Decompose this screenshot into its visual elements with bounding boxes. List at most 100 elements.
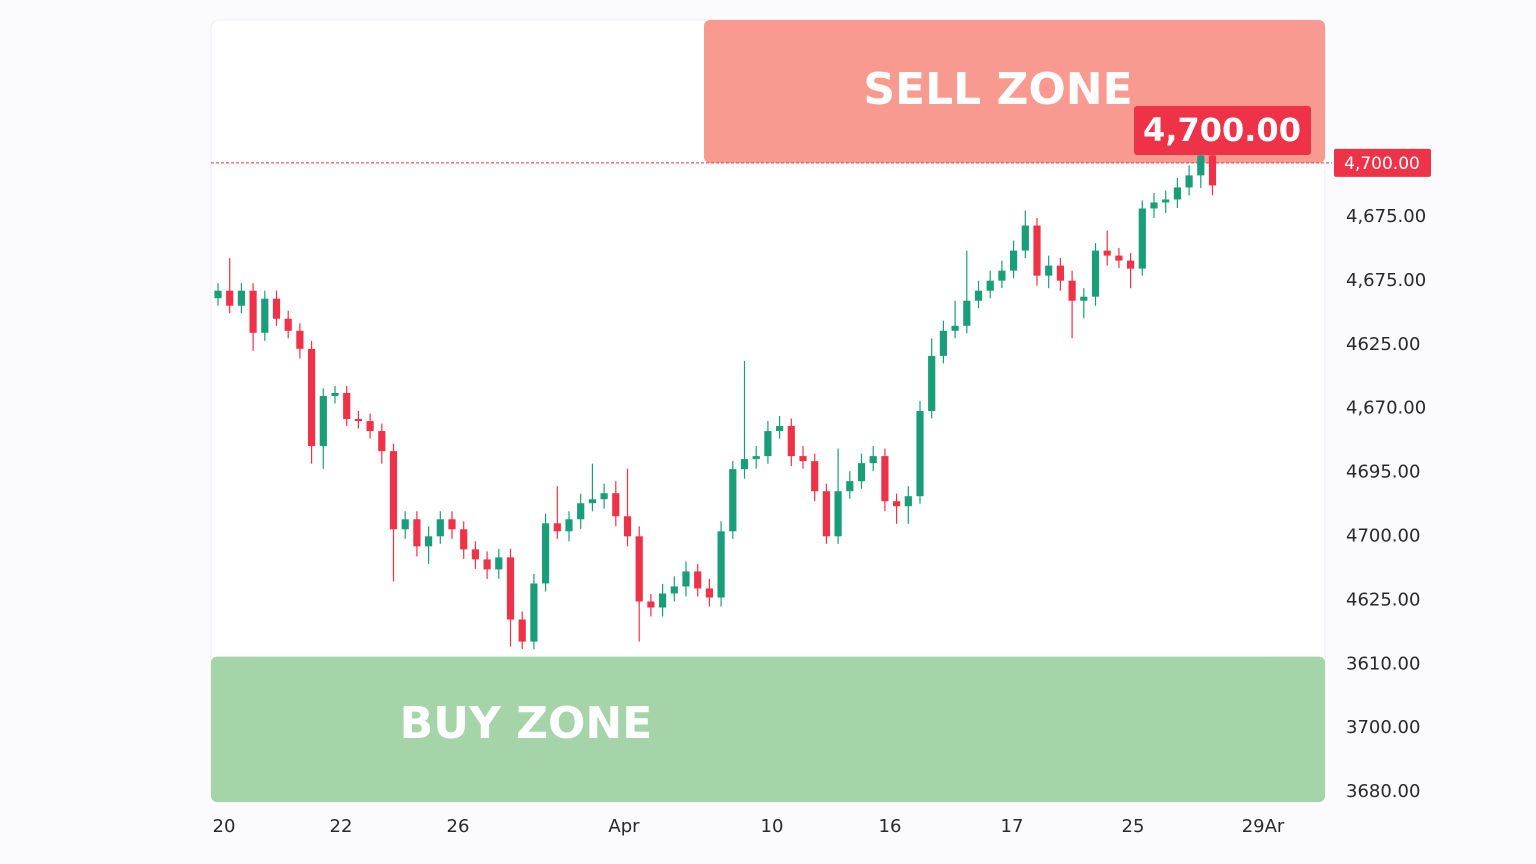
- candle-body: [378, 431, 386, 452]
- candle-body: [1091, 250, 1100, 297]
- candle-body: [729, 469, 737, 532]
- candle-body: [752, 456, 760, 460]
- price-tag-axis-label: 4,700.00: [1344, 154, 1420, 174]
- y-axis-label: 4625.00: [1346, 334, 1420, 355]
- candle-body: [366, 421, 374, 432]
- candle-body: [401, 519, 409, 530]
- y-axis-label: 3610.00: [1346, 653, 1420, 674]
- candle-body: [857, 463, 866, 482]
- candle-body: [869, 456, 877, 464]
- candle-body: [553, 523, 561, 532]
- candle-body: [939, 330, 947, 356]
- candle-body: [448, 519, 456, 530]
- candle-body: [740, 459, 749, 470]
- candle-body: [483, 559, 491, 570]
- candle-body: [974, 290, 983, 301]
- candle-body: [308, 348, 316, 447]
- candle-body: [846, 481, 854, 492]
- x-axis-label: 20: [213, 816, 236, 837]
- candle-body: [1162, 199, 1170, 203]
- y-axis-label: 4,675.00: [1346, 206, 1426, 227]
- candle-body: [471, 549, 479, 560]
- candle-body: [261, 298, 269, 333]
- candle-body: [1208, 155, 1217, 186]
- candle-body: [577, 503, 585, 520]
- x-axis-label: 16: [879, 816, 902, 837]
- y-axis-label: 4700.00: [1346, 526, 1420, 547]
- price-tag-big-label: 4,700.00: [1143, 111, 1301, 149]
- candle-body: [787, 426, 795, 457]
- candle-body: [998, 270, 1006, 281]
- candle-body: [881, 456, 889, 502]
- candle-body: [1127, 260, 1135, 269]
- candle-body: [1197, 155, 1205, 176]
- candle-body: [460, 529, 468, 550]
- candle-body: [506, 557, 515, 620]
- candle-body: [893, 501, 901, 507]
- candle-body: [343, 392, 351, 420]
- y-axis-label: 4,675.00: [1346, 270, 1426, 291]
- candle-body: [694, 571, 702, 589]
- candle-body: [822, 491, 830, 537]
- candle-body: [1150, 202, 1158, 209]
- candle-body: [413, 519, 421, 547]
- candle-body: [635, 536, 643, 602]
- candle-body: [1021, 225, 1029, 251]
- candle-body: [776, 426, 784, 432]
- y-axis-label: 4625.00: [1346, 589, 1420, 610]
- y-axis-label: 4,670.00: [1346, 398, 1426, 419]
- candle-body: [717, 531, 725, 598]
- buy-zone-label: BUY ZONE: [400, 698, 653, 749]
- x-axis-label: 17: [1001, 816, 1024, 837]
- candle-body: [296, 330, 304, 349]
- candle-body: [1138, 208, 1146, 269]
- candle-body: [319, 395, 327, 447]
- candle-body: [986, 280, 994, 291]
- candle-body: [659, 593, 667, 608]
- candle-body: [623, 516, 632, 537]
- buy-zone: [211, 656, 1325, 802]
- candle-body: [1080, 296, 1088, 301]
- candle-body: [1010, 250, 1018, 271]
- candle-body: [542, 523, 550, 584]
- candle-body: [1068, 280, 1076, 301]
- candle-body: [272, 298, 281, 319]
- candle-body: [928, 355, 936, 411]
- y-axis-label: 3700.00: [1346, 717, 1420, 738]
- candle-body: [612, 493, 620, 517]
- candle-body: [916, 411, 924, 497]
- price-tag-axis: [1334, 148, 1431, 177]
- candle-body: [764, 431, 772, 457]
- sell-zone-label: SELL ZONE: [863, 64, 1132, 115]
- candle-body: [436, 519, 444, 537]
- y-axis-label: 4695.00: [1346, 462, 1420, 483]
- x-axis-label: 26: [447, 816, 470, 837]
- candle-body: [951, 325, 959, 331]
- candle-body: [647, 601, 655, 608]
- candle-body: [284, 318, 292, 331]
- candle-body: [565, 519, 573, 532]
- candle-body: [495, 557, 503, 570]
- y-axis-label: 3680.00: [1346, 781, 1420, 802]
- candle-body: [1056, 265, 1064, 281]
- price-tag-big: [1134, 106, 1311, 155]
- candle-body: [904, 496, 912, 507]
- candle-body: [670, 586, 678, 594]
- candle-body: [1173, 187, 1181, 200]
- candle-body: [799, 456, 807, 462]
- candle-body: [1103, 250, 1111, 256]
- candle-body: [249, 290, 257, 333]
- x-axis-label: Apr: [608, 816, 640, 837]
- candle-body: [237, 290, 245, 306]
- candle-body: [682, 571, 690, 587]
- candle-body: [1033, 225, 1041, 276]
- candle-body: [425, 536, 433, 547]
- candle-body: [963, 300, 971, 326]
- candle-body: [588, 499, 596, 504]
- candle-body: [705, 588, 713, 598]
- candle-body: [1045, 265, 1053, 276]
- candle-body: [834, 491, 842, 537]
- candle-body: [354, 419, 362, 422]
- candle-body: [530, 583, 538, 642]
